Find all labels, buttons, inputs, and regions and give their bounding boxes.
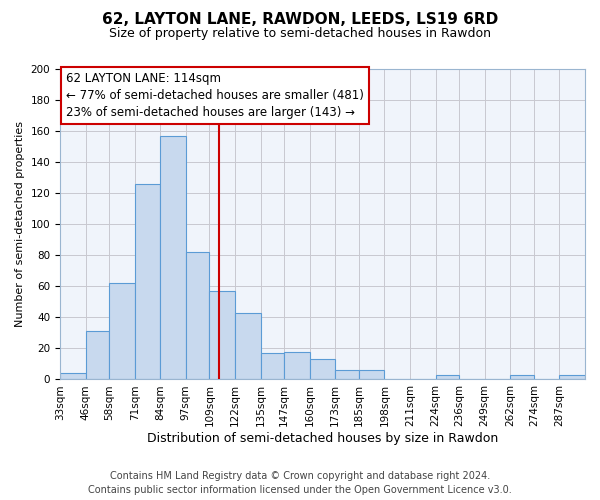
Bar: [209, 291, 235, 380]
Bar: [436, 375, 459, 380]
Bar: [310, 360, 335, 380]
Bar: [60, 373, 86, 380]
Y-axis label: Number of semi-detached properties: Number of semi-detached properties: [15, 121, 25, 327]
Bar: [160, 136, 186, 380]
Bar: [559, 375, 585, 380]
Text: Contains HM Land Registry data © Crown copyright and database right 2024.
Contai: Contains HM Land Registry data © Crown c…: [88, 471, 512, 495]
Bar: [284, 352, 310, 380]
Bar: [335, 370, 359, 380]
Bar: [510, 375, 534, 380]
Bar: [235, 312, 260, 380]
Text: 62, LAYTON LANE, RAWDON, LEEDS, LS19 6RD: 62, LAYTON LANE, RAWDON, LEEDS, LS19 6RD: [102, 12, 498, 28]
Bar: [260, 353, 284, 380]
Bar: [109, 283, 135, 380]
Bar: [186, 252, 209, 380]
Text: 62 LAYTON LANE: 114sqm
← 77% of semi-detached houses are smaller (481)
23% of se: 62 LAYTON LANE: 114sqm ← 77% of semi-det…: [66, 72, 364, 119]
X-axis label: Distribution of semi-detached houses by size in Rawdon: Distribution of semi-detached houses by …: [147, 432, 498, 445]
Bar: [86, 332, 109, 380]
Text: Size of property relative to semi-detached houses in Rawdon: Size of property relative to semi-detach…: [109, 28, 491, 40]
Bar: [135, 184, 160, 380]
Bar: [359, 370, 385, 380]
